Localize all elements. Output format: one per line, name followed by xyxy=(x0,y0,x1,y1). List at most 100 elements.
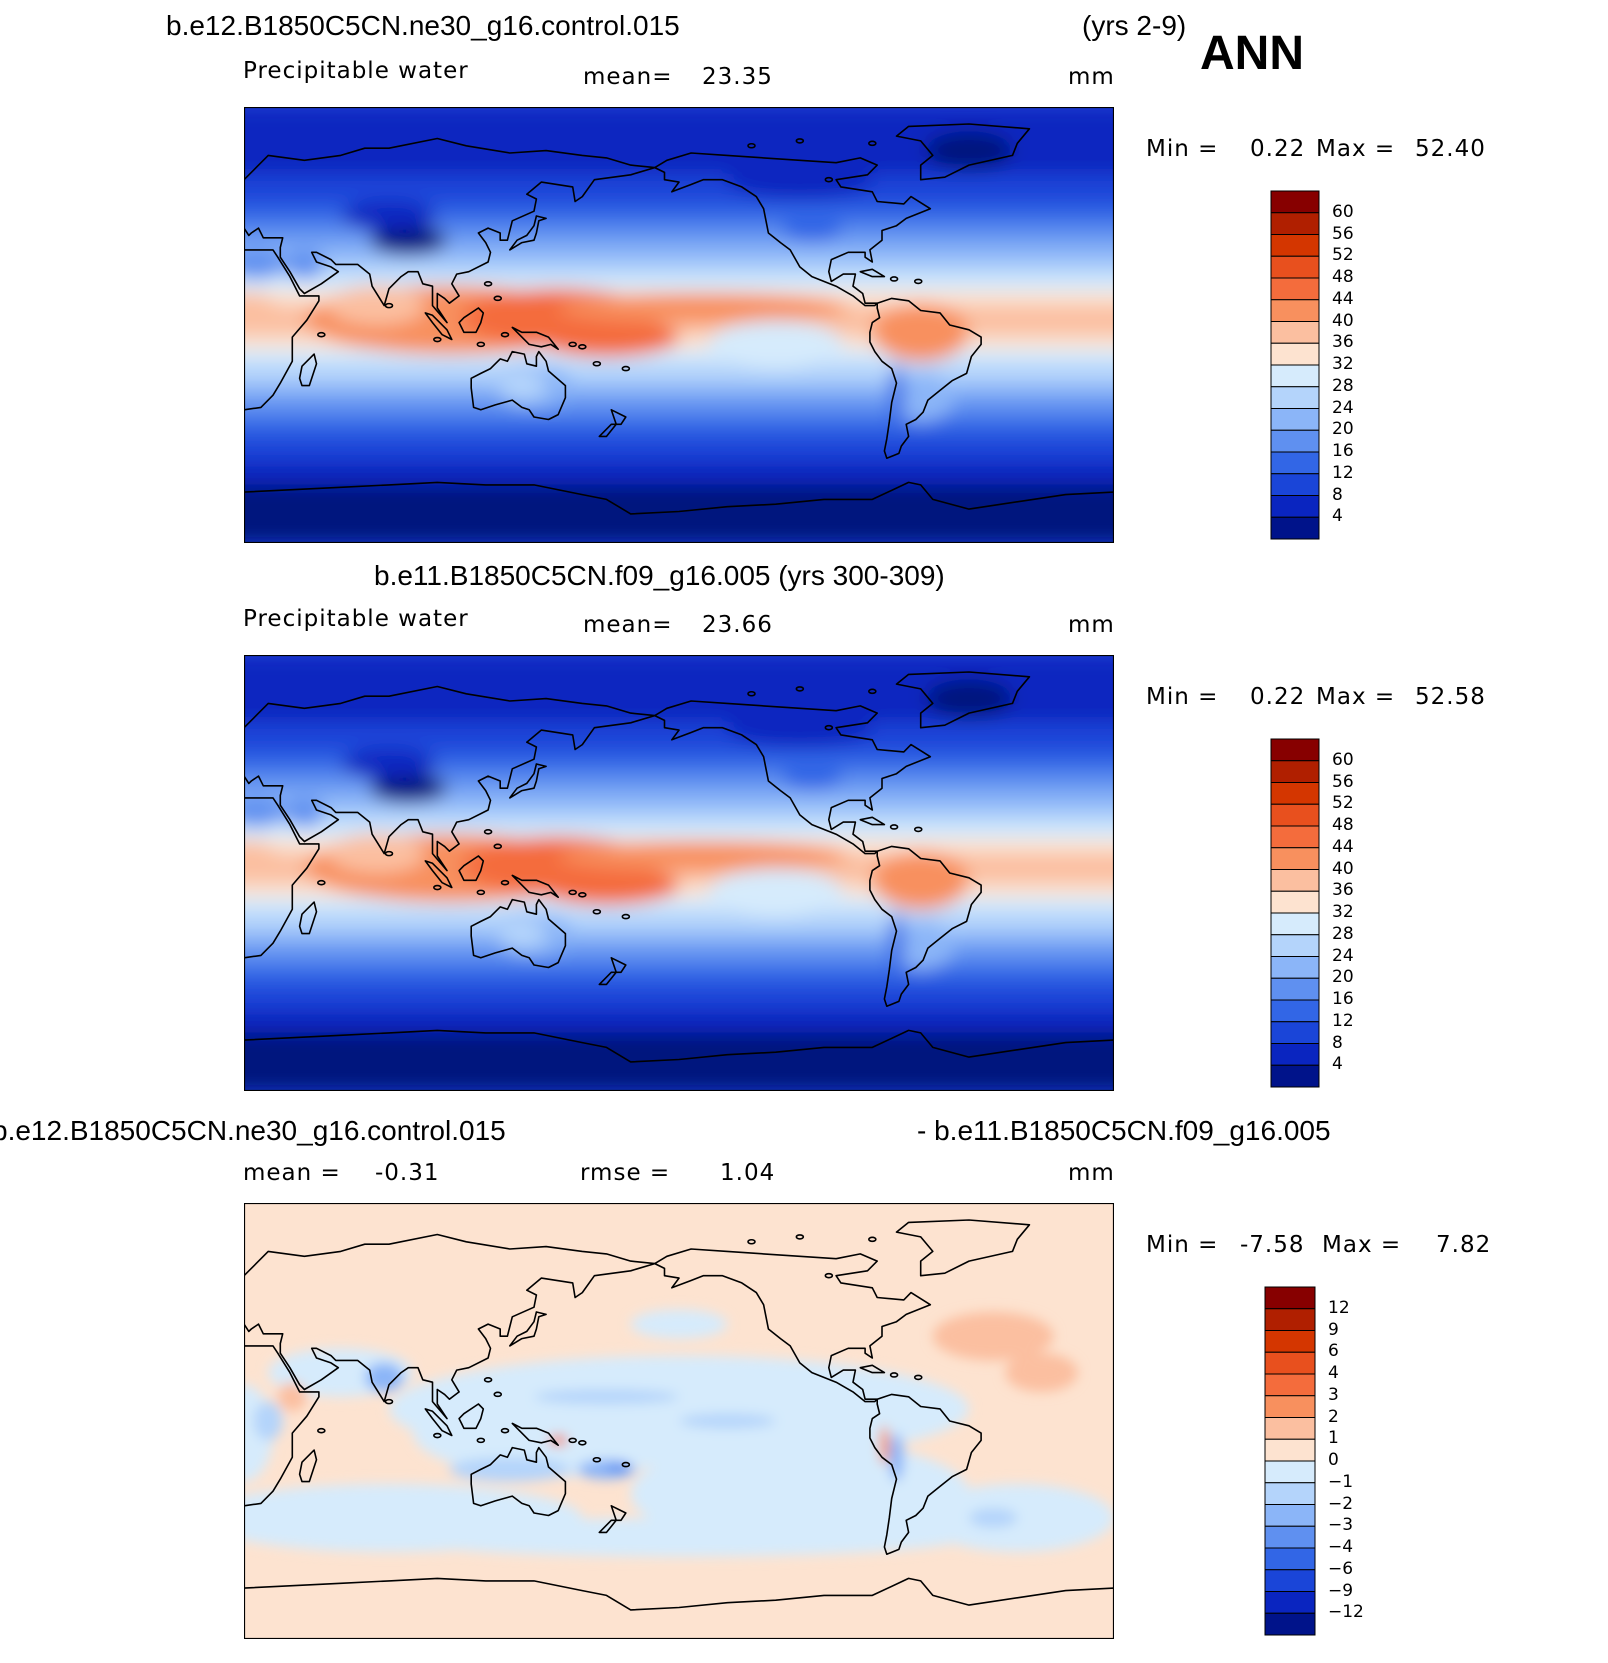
colorbar-swatch xyxy=(1270,473,1320,496)
colorbar-tick-label: 9 xyxy=(1328,1319,1339,1340)
diff-positive-region xyxy=(1005,1353,1078,1392)
field-dry-region xyxy=(340,201,438,231)
colorbar-control: 60 56 52 48 44 40 36 32 28 24 20 16 12 8 4 xyxy=(1270,738,1390,1088)
colorbar-swatch xyxy=(1264,1417,1316,1440)
diff-strong-region xyxy=(606,1462,631,1472)
field-dry-region xyxy=(244,249,286,279)
island xyxy=(795,1234,805,1240)
colorbar-tick-label: −2 xyxy=(1328,1493,1354,1514)
colorbar-tick-label: 52 xyxy=(1332,245,1354,266)
colorbar-svg xyxy=(1270,190,1320,540)
diff-positive-region xyxy=(879,1425,890,1465)
precipitable-water-map-case xyxy=(244,107,1114,543)
map-frame xyxy=(244,655,1114,1091)
colorbar-swatch xyxy=(1270,1021,1320,1044)
colorbar-swatch xyxy=(1264,1373,1316,1397)
colorbar-tick-label: 12 xyxy=(1332,462,1354,483)
island xyxy=(578,344,587,350)
coastline-australia xyxy=(470,898,567,969)
island xyxy=(889,276,899,282)
colorbar-tick-label: 4 xyxy=(1332,506,1343,527)
coastline-borneo xyxy=(458,1403,485,1430)
field-dry-region xyxy=(497,919,547,949)
panel2-title: b.e11.B1850C5CN.f09_g16.005 (yrs 300-309… xyxy=(374,560,945,591)
field-layer xyxy=(244,655,1114,1091)
panel3-title-left: b.e12.B1850C5CN.ne30_g16.control.015 xyxy=(0,1115,506,1146)
colorbar-swatch xyxy=(1264,1438,1316,1462)
colorbar-swatch xyxy=(1270,408,1320,431)
coastline-borneo xyxy=(458,855,485,882)
field-band xyxy=(244,203,1114,224)
field-blob xyxy=(708,868,844,917)
field-dry-region xyxy=(727,708,873,748)
colorbar-swatch xyxy=(1270,1064,1320,1088)
colorbar-swatch xyxy=(1270,1043,1320,1066)
years-label: (yrs 2-9) xyxy=(1082,10,1187,41)
island xyxy=(621,1461,631,1468)
field-band xyxy=(244,945,1114,966)
field-layer xyxy=(244,107,1114,543)
panel2-units: mm xyxy=(1068,612,1115,638)
field-blob xyxy=(328,834,426,873)
island xyxy=(483,1377,493,1383)
island xyxy=(795,686,805,692)
field-blob xyxy=(244,841,281,881)
colorbar-tick-label: 0 xyxy=(1328,1450,1339,1470)
diff-strong-region xyxy=(679,1413,776,1429)
island xyxy=(433,336,442,343)
colorbar-tick-label: 20 xyxy=(1332,419,1354,440)
island xyxy=(384,302,394,309)
colorbar-tick-label: 1 xyxy=(1328,1428,1339,1449)
panel3-rmse-label: rmse = xyxy=(580,1160,671,1186)
coastline-sumatra xyxy=(424,860,453,889)
colorbar-swatch xyxy=(1264,1525,1316,1549)
field-blob xyxy=(886,373,955,422)
colorbar-tick-label: 56 xyxy=(1332,223,1354,244)
colorbar-swatch xyxy=(1270,869,1320,892)
field-dry-region xyxy=(369,225,447,255)
coastline-sumatra xyxy=(424,1408,453,1437)
panel2-min-value: 0.22 xyxy=(1250,684,1306,710)
colorbar-tick-label: −6 xyxy=(1328,1558,1354,1579)
diff-strong-region xyxy=(889,1433,904,1482)
island xyxy=(317,331,326,338)
colorbar-tick-label: 16 xyxy=(1332,441,1354,461)
colorbar-swatch xyxy=(1264,1286,1316,1310)
island xyxy=(913,1374,923,1381)
colorbar-tick-label: 28 xyxy=(1332,923,1354,944)
island xyxy=(578,892,587,898)
colorbar-tick-label: 48 xyxy=(1332,267,1354,287)
island xyxy=(493,843,503,850)
island xyxy=(483,281,493,287)
panel1-min-label: Min = xyxy=(1146,136,1219,162)
colorbar-svg xyxy=(1264,1286,1316,1636)
coastline-namerica xyxy=(653,700,932,855)
field-dry-region xyxy=(340,749,438,779)
panel1-variable: Precipitable water xyxy=(243,58,469,84)
field-blob xyxy=(886,921,955,970)
island xyxy=(493,295,503,302)
coastline-samerica xyxy=(869,297,982,460)
colorbar-swatch xyxy=(1270,342,1320,366)
colorbar-swatch xyxy=(1270,825,1320,849)
coastline-namerica xyxy=(653,152,932,307)
island xyxy=(568,341,577,348)
coastlines xyxy=(317,1234,923,1468)
field-blob xyxy=(558,841,849,871)
field-dry-region xyxy=(727,160,873,200)
colorbar-swatch xyxy=(1270,234,1320,257)
panel2-mean-value: 23.66 xyxy=(702,612,773,638)
coastline-samerica xyxy=(869,845,982,1008)
island xyxy=(384,1398,394,1405)
island xyxy=(824,724,834,731)
coastline-sumatra xyxy=(424,312,453,341)
colorbar-tick-label: 44 xyxy=(1332,836,1354,857)
coastline-japan xyxy=(508,763,547,799)
coastline-eurasia xyxy=(244,685,656,872)
colorbar-swatch xyxy=(1270,803,1320,827)
coastline-africa xyxy=(244,797,320,959)
field-band xyxy=(244,436,1114,461)
coastlines xyxy=(317,686,923,920)
colorbar-tick-label: −12 xyxy=(1328,1602,1364,1623)
coastline-newguinea xyxy=(511,1422,560,1446)
